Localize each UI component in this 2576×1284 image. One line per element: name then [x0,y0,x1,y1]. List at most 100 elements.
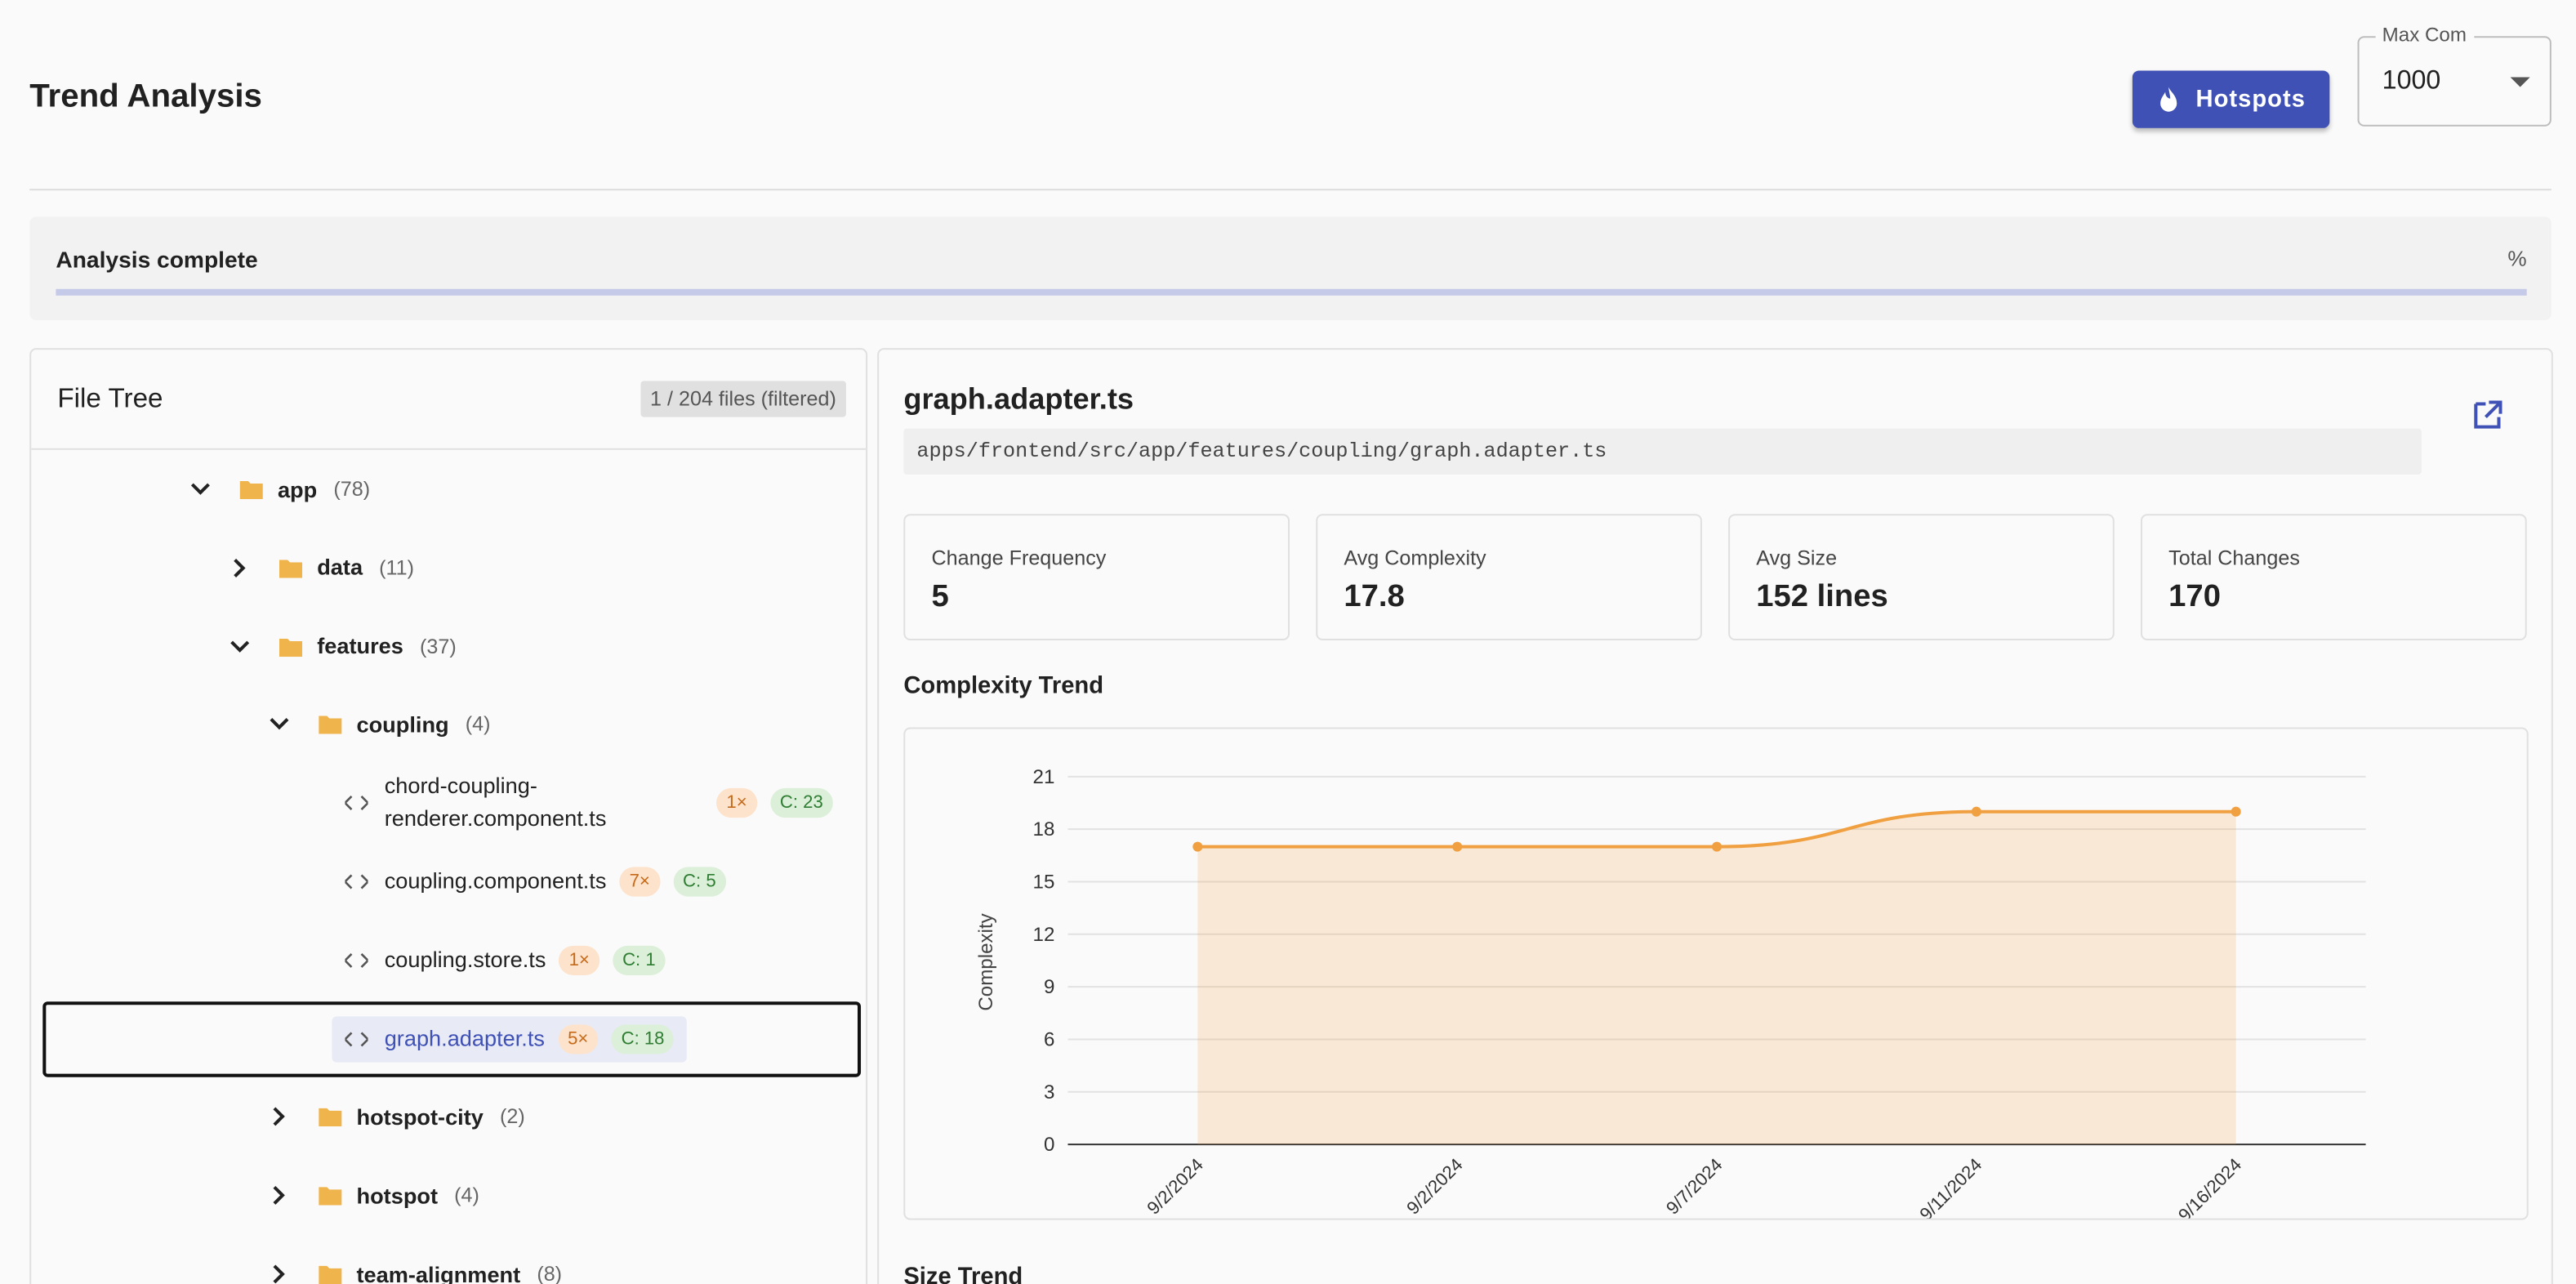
folder-count: (11) [379,556,415,580]
code-icon [345,874,368,889]
folder-path [319,1187,342,1206]
tree-row[interactable]: graph.adapter.ts 5× C: 18 [31,999,866,1077]
chevron [234,558,246,577]
size-trend-title: Size Trend [903,1264,1023,1284]
y-tick-label: 9 [1044,976,1054,998]
area [1197,811,2236,1145]
tree-row[interactable]: coupling.component.ts 7× C: 5 [31,842,866,921]
chevron-path [273,1264,285,1284]
chevron-path [234,558,246,577]
tree-row[interactable]: data (11) [31,528,866,607]
file-name: chord-coupling-renderer.component.ts [384,774,607,831]
file-path: apps/frontend/src/app/features/coupling/… [903,428,2422,475]
max-select-value: 1000 [2382,67,2441,96]
tree-row[interactable]: hotspot (4) [31,1157,866,1235]
folder-icon [319,716,342,735]
y-tick-label: 6 [1044,1029,1054,1051]
file-count: 1 / 204 files (filtered) [640,381,846,417]
stat-value: 17.8 [1344,579,1405,614]
tree-row[interactable]: coupling.store.ts 1× C: 1 [31,921,866,999]
folder-icon [319,1187,342,1206]
folder-count: (2) [499,1105,525,1129]
file-name: graph.adapter.ts [903,382,1134,416]
code-path [345,874,368,889]
code-icon [345,796,368,811]
folder-path [239,480,263,500]
x-tick-label: 9/11/2024 [1915,1154,1985,1219]
folder-count: (4) [454,1184,479,1207]
stat-value: 170 [2168,579,2221,614]
tree-row[interactable]: features (37) [31,607,866,685]
chevron [270,718,289,731]
x-tick-label: 9/2/2024 [1143,1154,1207,1219]
code-path [345,1031,368,1046]
complexity-badge: C: 1 [613,945,666,975]
stat-card: Avg Complexity 17.8 [1316,514,1702,640]
tree-row[interactable]: team-alignment (8) [31,1235,866,1284]
change-badge: 5× [558,1023,599,1054]
tree-row[interactable]: chord-coupling-renderer.component.ts 1× C:… [31,764,866,842]
max-select-label: Max Com [2375,23,2475,47]
chevron [273,1186,285,1206]
tree-row[interactable]: coupling (4) [31,685,866,764]
open-external[interactable] [2471,399,2503,431]
x-tick-label: 9/2/2024 [1402,1154,1467,1219]
max-select[interactable]: Max Com 1000 [2357,23,2551,127]
file-tree-panel: File Tree 1 / 204 files (filtered) app (7… [29,348,868,1284]
code-icon [345,952,368,968]
complexity-badge: C: 23 [769,788,833,818]
chevron [190,483,210,495]
folder-name: coupling [356,712,449,738]
folder-path [319,1108,342,1127]
y-tick-label: 0 [1044,1134,1054,1156]
code-path [345,796,368,811]
tree-row[interactable]: hotspot-city (2) [31,1077,866,1156]
folder-count: (4) [465,713,491,737]
code-icon [345,1031,368,1046]
chart-title: Complexity Trend [903,673,1104,700]
complexity-badge: C: 18 [611,1023,675,1054]
folder-count: (8) [537,1262,563,1284]
y-tick-label: 21 [1033,766,1055,788]
folder-count: (37) [420,635,457,658]
stat-label: Change Frequency [931,546,1107,570]
tree-row[interactable]: app (78) [31,450,866,528]
chart: Complexity 0 3 6 9 12 15 18 21 9/2/2024 9/2/2024 9… [903,727,2529,1220]
divider [31,448,867,450]
folder-path [279,638,303,657]
progress-card: Analysis complete % [29,216,2551,320]
progress-percent: % [2507,246,2527,271]
change-badge: 1× [716,788,757,818]
complexity-badge: C: 5 [672,867,726,897]
chevron-path [270,718,289,731]
folder-path [279,560,303,578]
folder-icon [319,1265,342,1284]
file-entry: graph.adapter.ts 5× C: 18 [332,1015,688,1062]
point [1452,841,1463,852]
y-tick-label: 3 [1044,1081,1054,1103]
change-badge: 7× [619,867,660,897]
code-path [345,952,368,968]
page-title: Trend Analysis [29,78,262,115]
point [1971,806,1981,817]
file-entry: chord-coupling-renderer.component.ts 1× C:… [332,764,846,842]
file-name: coupling.store.ts [384,947,546,972]
fire-icon [2159,86,2177,111]
divider [29,189,2551,191]
chevron-path [273,1186,285,1206]
file-name: graph.adapter.ts [384,1025,545,1050]
y-axis-label: Complexity [975,912,997,1010]
change-badge: 1× [559,945,599,975]
tree: app (78) data (11) features (37) coupling (4) ch… [31,450,866,1284]
file-entry: coupling.component.ts 7× C: 5 [332,858,846,904]
point [2231,806,2241,817]
folder-name: hotspot [356,1183,439,1208]
chevron-path [230,640,250,653]
folder-name: app [277,476,318,502]
hotspots-button[interactable]: Hotspots [2132,70,2330,128]
folder-name: team-alignment [356,1261,521,1284]
stat-value: 5 [931,579,949,614]
chevron-path [273,1108,285,1127]
